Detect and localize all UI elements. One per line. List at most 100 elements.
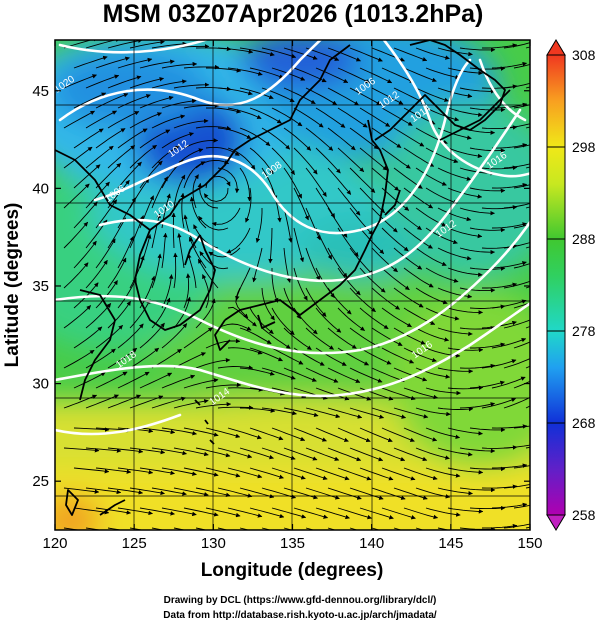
streamline-arrow: [227, 147, 256, 170]
streamline-arrow: [393, 407, 429, 419]
streamline-arrow: [469, 266, 506, 271]
credit-drawing: Drawing by DCL (https://www.gfd-dennou.o…: [164, 595, 437, 606]
streamline-arrow: [203, 187, 229, 202]
streamline-arrow: [482, 523, 518, 529]
streamline-arrow: [173, 447, 209, 457]
streamline-arrow: [183, 161, 206, 189]
streamline-arrow: [437, 207, 472, 222]
streamline-arrow: [227, 387, 264, 392]
streamline-arrow: [271, 347, 304, 365]
streamline-arrow: [327, 287, 352, 315]
streamline-arrow: [315, 107, 346, 128]
streamline-arrow: [107, 40, 143, 49]
streamline-arrow: [151, 527, 166, 530]
streamline-arrow: [283, 167, 303, 199]
streamline-arrow: [503, 280, 530, 289]
streamline-arrow: [437, 87, 473, 99]
streamline-arrow: [85, 348, 116, 369]
streamline-arrow: [315, 467, 350, 481]
streamline-arrow: [151, 213, 161, 249]
streamline-arrow: [293, 147, 318, 175]
streamline-arrow: [171, 212, 176, 249]
streamline-arrow: [283, 487, 318, 500]
streamline-arrow: [73, 164, 101, 189]
streamline-arrow: [206, 107, 242, 114]
streamline-arrow: [349, 487, 384, 500]
streamline-arrow: [283, 127, 312, 151]
lon-tick-label: 125: [122, 535, 147, 552]
streamline-arrow: [107, 394, 142, 409]
streamline-arrow: [491, 376, 526, 389]
streamline-arrow: [393, 447, 428, 462]
streamline-arrow: [359, 307, 389, 330]
streamline-arrow: [107, 347, 138, 369]
streamline-arrow: [403, 467, 438, 481]
streamline-arrow: [491, 182, 528, 189]
streamline-arrow: [349, 87, 382, 106]
streamline-arrow: [227, 427, 262, 440]
streamline-arrow: [513, 104, 530, 109]
streamline-arrow: [205, 467, 241, 478]
colorbar: 308 298 288 278 268 258: [546, 39, 596, 531]
streamline-arrow: [415, 87, 449, 102]
streamline-arrow: [252, 247, 263, 283]
streamline-arrow: [459, 363, 496, 369]
streamline-arrow: [481, 397, 517, 409]
streamline-arrow: [183, 138, 219, 149]
streamline-arrow: [73, 55, 108, 69]
streamline-arrow: [327, 247, 348, 278]
streamline-arrow: [73, 201, 98, 229]
isobar-contours: [55, 40, 530, 436]
streamline-arrow: [393, 207, 422, 231]
streamline-arrow: [187, 253, 197, 289]
streamline-arrow: [63, 305, 92, 329]
longitude-axis: 120 125 130 135 140 145 150: [42, 40, 543, 552]
streamline-arrow: [63, 221, 89, 249]
streamline-arrow: [85, 527, 103, 530]
x-axis-label: Longitude (degrees): [201, 560, 384, 581]
streamline-arrow: [73, 128, 104, 149]
streamline-arrow: [371, 327, 403, 346]
streamline-arrow: [173, 527, 187, 530]
streamline-arrow: [217, 47, 254, 54]
streamline-arrow: [425, 267, 459, 283]
streamline-arrow: [95, 199, 118, 229]
streamline-arrow: [117, 507, 153, 516]
streamline-arrow: [403, 427, 438, 442]
streamline-arrow: [151, 176, 169, 209]
streamline-arrow: [183, 427, 219, 437]
streamline-arrow: [161, 61, 198, 69]
streamline-arrow: [513, 504, 530, 509]
streamline-arrow: [437, 447, 473, 457]
streamline-arrow: [513, 184, 530, 189]
streamline-arrow: [283, 407, 319, 418]
streamline-arrow: [481, 484, 518, 489]
streamline-arrow: [271, 307, 295, 336]
streamline-arrow: [85, 394, 119, 409]
streamline-arrow: [85, 259, 108, 289]
streamline-arrow: [447, 347, 484, 353]
streamline-arrow: [459, 487, 496, 493]
streamline-arrow: [85, 110, 118, 129]
streamline-arrow: [305, 167, 327, 197]
streamline-arrow: [249, 67, 284, 79]
streamline-arrow: [173, 118, 209, 129]
lat-tick-label: 35: [32, 278, 49, 295]
streamline-arrow: [371, 447, 406, 462]
streamline-arrow: [415, 367, 451, 379]
streamline-arrow: [139, 95, 174, 109]
streamline-arrow: [403, 387, 439, 400]
streamline-arrow: [95, 56, 130, 69]
streamline-arrow: [261, 47, 297, 59]
streamline-arrow: [503, 82, 530, 89]
streamline-arrow: [415, 447, 450, 460]
streamline-arrow: [261, 367, 296, 380]
streamline-arrow: [227, 507, 263, 518]
streamline-arrow: [381, 187, 410, 211]
map-title: MSM 03Z07Apr2026 (1013.2hPa): [103, 0, 484, 28]
streamline-arrow: [513, 341, 530, 349]
streamline-arrow: [249, 147, 274, 175]
streamline-arrow: [381, 67, 415, 83]
streamline-arrow: [151, 79, 187, 89]
streamline-arrow: [85, 181, 110, 209]
